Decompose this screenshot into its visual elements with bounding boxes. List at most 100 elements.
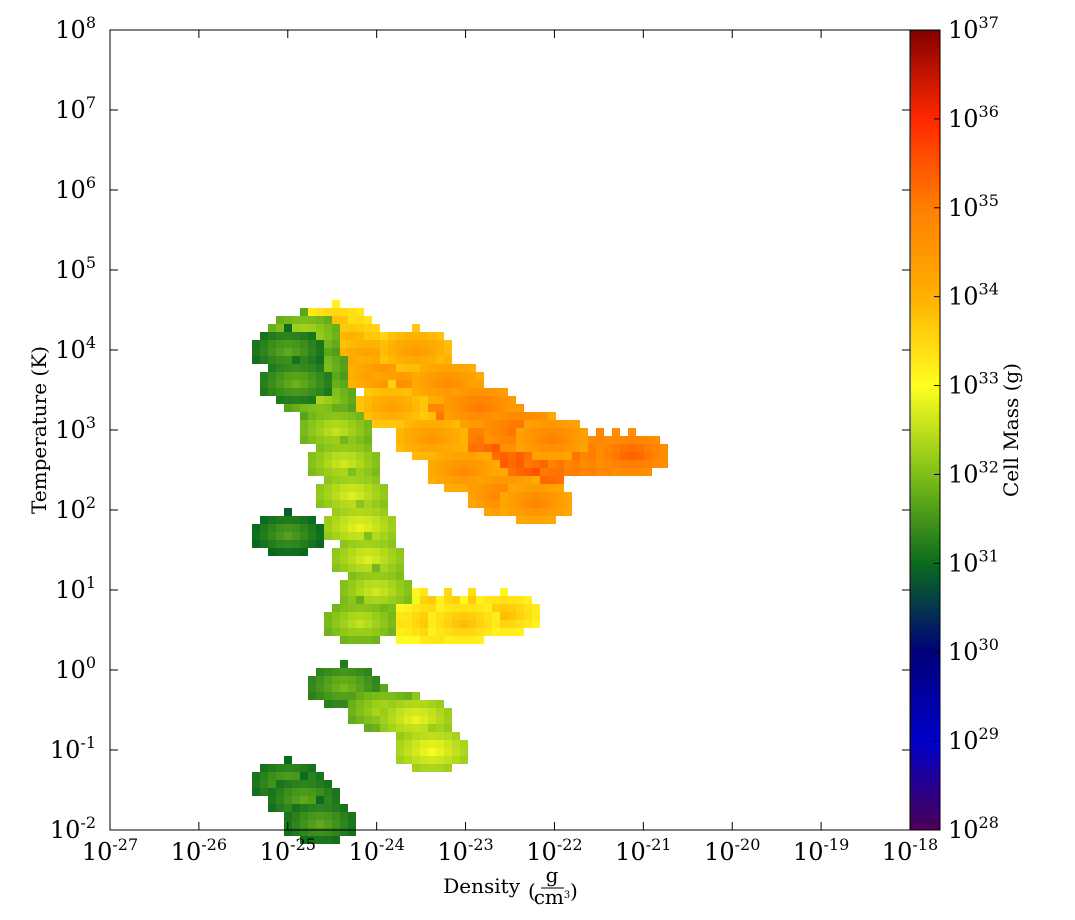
heatmap-bin: [588, 452, 596, 460]
heatmap-bin: [308, 684, 316, 692]
heatmap-bin: [532, 452, 540, 460]
heatmap-bin: [276, 548, 284, 556]
heatmap-bin: [324, 516, 332, 524]
heatmap-bin: [284, 404, 292, 412]
heatmap-bin: [404, 428, 412, 436]
heatmap-bin: [308, 404, 316, 412]
heatmap-bin: [396, 596, 404, 604]
heatmap-bin: [516, 452, 524, 460]
heatmap-bin: [348, 604, 356, 612]
heatmap-bin: [308, 420, 316, 428]
heatmap-bin: [436, 420, 444, 428]
heatmap-bin: [492, 444, 500, 452]
heatmap-bin: [252, 524, 260, 532]
heatmap-bin: [260, 780, 268, 788]
heatmap-bin: [372, 524, 380, 532]
heatmap-bin: [412, 764, 420, 772]
heatmap-bin: [356, 476, 364, 484]
heatmap-bin: [628, 444, 636, 452]
heatmap-bin: [436, 428, 444, 436]
heatmap-bin: [364, 340, 372, 348]
heatmap-bin: [340, 668, 348, 676]
heatmap-bin: [476, 484, 484, 492]
heatmap-bin: [252, 772, 260, 780]
heatmap-bin: [388, 380, 396, 388]
heatmap-bin: [588, 444, 596, 452]
heatmap-bin: [556, 436, 564, 444]
heatmap-bin: [292, 828, 300, 836]
heatmap-bin: [404, 404, 412, 412]
heatmap-bin: [556, 460, 564, 468]
heatmap-bin: [356, 540, 364, 548]
heatmap-bin: [476, 628, 484, 636]
heatmap-bin: [572, 468, 580, 476]
heatmap-bin: [444, 588, 452, 596]
x-axis-label: Density: [443, 874, 520, 898]
heatmap-bin: [572, 444, 580, 452]
heatmap-bin: [404, 444, 412, 452]
heatmap-bin: [444, 356, 452, 364]
heatmap-bin: [324, 804, 332, 812]
heatmap-bin: [364, 524, 372, 532]
heatmap-bin: [452, 756, 460, 764]
heatmap-bin: [268, 532, 276, 540]
heatmap-bin: [564, 460, 572, 468]
heatmap-bin: [300, 436, 308, 444]
heatmap-bin: [460, 484, 468, 492]
heatmap-bin: [412, 332, 420, 340]
heatmap-bin: [476, 604, 484, 612]
heatmap-bin: [492, 460, 500, 468]
heatmap-bin: [476, 492, 484, 500]
heatmap-bin: [388, 372, 396, 380]
heatmap-bin: [540, 468, 548, 476]
heatmap-bin: [332, 364, 340, 372]
heatmap-bin: [516, 500, 524, 508]
svg-text:(: (: [528, 879, 536, 903]
heatmap-bin: [412, 324, 420, 332]
heatmap-bin: [532, 420, 540, 428]
heatmap-bin: [316, 804, 324, 812]
heatmap-bin: [612, 436, 620, 444]
heatmap-bin: [396, 756, 404, 764]
heatmap-bin: [356, 620, 364, 628]
heatmap-bin: [636, 436, 644, 444]
heatmap-bin: [380, 540, 388, 548]
heatmap-bin: [412, 364, 420, 372]
heatmap-bin: [396, 564, 404, 572]
heatmap-bin: [500, 388, 508, 396]
heatmap-bin: [396, 380, 404, 388]
heatmap-bin: [316, 692, 324, 700]
y-tick-label: 10-1: [50, 733, 96, 764]
heatmap-bin: [652, 436, 660, 444]
heatmap-bin: [300, 524, 308, 532]
heatmap-bin: [460, 756, 468, 764]
heatmap-bin: [444, 764, 452, 772]
heatmap-bin: [364, 724, 372, 732]
heatmap-bin: [356, 708, 364, 716]
heatmap-bin: [516, 612, 524, 620]
heatmap-bin: [292, 532, 300, 540]
heatmap-bin: [468, 412, 476, 420]
heatmap-bin: [364, 676, 372, 684]
heatmap-bin: [436, 356, 444, 364]
heatmap-bin: [284, 772, 292, 780]
heatmap-bin: [524, 452, 532, 460]
heatmap-bin: [292, 396, 300, 404]
colorbar-tick-label: 1034: [948, 280, 999, 311]
heatmap-bin: [348, 340, 356, 348]
heatmap-bin: [324, 452, 332, 460]
heatmap-bin: [596, 452, 604, 460]
heatmap-bin: [364, 492, 372, 500]
heatmap-bin: [428, 332, 436, 340]
heatmap-bin: [308, 356, 316, 364]
heatmap-bin: [484, 412, 492, 420]
heatmap-bin: [556, 452, 564, 460]
heatmap-bin: [404, 332, 412, 340]
heatmap-bin: [524, 612, 532, 620]
heatmap-bin: [404, 740, 412, 748]
x-tick-label: 10-25: [260, 835, 316, 866]
heatmap-bin: [484, 404, 492, 412]
heatmap-bin: [348, 484, 356, 492]
heatmap-bin: [364, 532, 372, 540]
heatmap-bin: [332, 340, 340, 348]
